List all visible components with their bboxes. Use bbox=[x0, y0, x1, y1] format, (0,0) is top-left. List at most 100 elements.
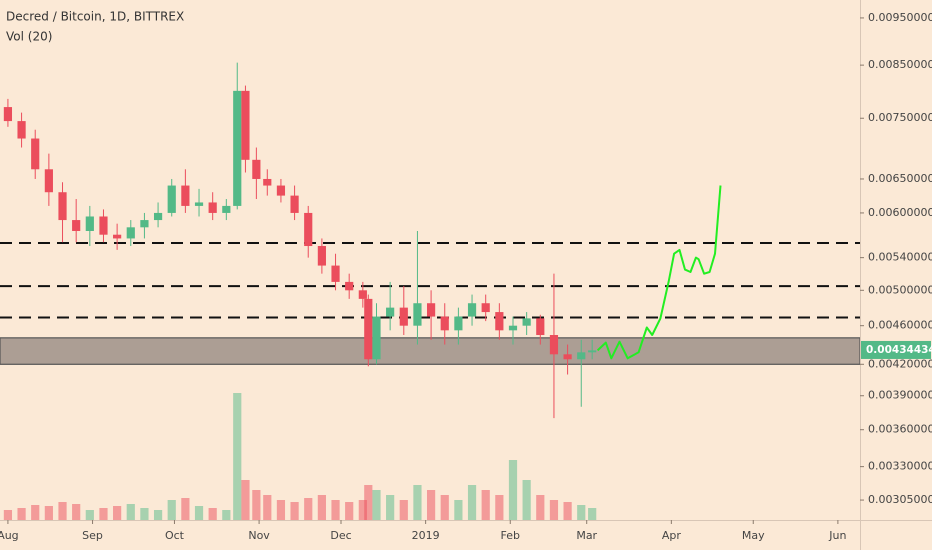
candle-body bbox=[577, 352, 586, 360]
x-tick-label: 2019 bbox=[412, 529, 440, 542]
volume-label: Vol (20) bbox=[6, 30, 52, 44]
volume-bar bbox=[153, 510, 163, 520]
candle-body bbox=[399, 307, 408, 326]
candle-body bbox=[345, 281, 354, 291]
candle-body bbox=[252, 159, 261, 179]
x-tick-label: Aug bbox=[0, 529, 19, 542]
y-tick-label: 0.00500000 bbox=[868, 283, 932, 296]
y-tick-label: 0.00540000 bbox=[868, 251, 932, 264]
y-tick-label: 0.00650000 bbox=[868, 172, 932, 185]
x-tick-label: Feb bbox=[501, 529, 520, 542]
volume-bar bbox=[386, 495, 395, 520]
candle-body bbox=[549, 335, 559, 355]
volume-bar bbox=[252, 490, 261, 520]
volume-bar bbox=[276, 500, 286, 520]
candle-body bbox=[317, 246, 326, 266]
y-tick-label: 0.00750000 bbox=[868, 111, 932, 124]
candle-body bbox=[167, 185, 176, 213]
candle-body bbox=[194, 202, 204, 206]
candle-body bbox=[181, 185, 190, 206]
candle-body bbox=[31, 138, 40, 170]
x-tick-label: Nov bbox=[248, 529, 270, 542]
candle-body bbox=[536, 318, 545, 336]
volume-bar bbox=[263, 495, 272, 520]
y-tick-label: 0.00390000 bbox=[868, 389, 932, 402]
plot-area bbox=[0, 62, 860, 520]
candle-body bbox=[481, 303, 490, 313]
y-tick-label: 0.00305000 bbox=[868, 493, 932, 506]
volume-bar bbox=[304, 498, 313, 520]
y-tick-label: 0.00360000 bbox=[868, 423, 932, 436]
last-price-label: 0.00434434 bbox=[866, 344, 932, 356]
candle-body bbox=[331, 265, 340, 282]
candle-body bbox=[358, 290, 367, 299]
volume-bar bbox=[17, 508, 26, 520]
candle-body bbox=[44, 169, 53, 193]
volume-bar bbox=[167, 500, 176, 520]
volume-bar bbox=[99, 508, 108, 520]
candle-body bbox=[17, 121, 26, 139]
volume-bar bbox=[522, 480, 531, 520]
candle-body bbox=[99, 216, 108, 235]
volume-bar bbox=[495, 495, 504, 520]
candle-body bbox=[276, 185, 286, 196]
candle-body bbox=[304, 212, 313, 247]
volume-bar bbox=[467, 485, 477, 520]
candle-body bbox=[153, 212, 163, 221]
candle-body bbox=[222, 205, 231, 213]
volume-bar bbox=[331, 500, 340, 520]
volume-bar bbox=[588, 508, 597, 520]
volume-bar bbox=[58, 502, 67, 520]
candle-body bbox=[140, 220, 149, 228]
y-tick-label: 0.00330000 bbox=[868, 460, 932, 473]
candle-body bbox=[495, 312, 504, 331]
candle-body bbox=[3, 107, 13, 122]
x-tick-label: Mar bbox=[576, 529, 597, 542]
projection-line bbox=[596, 185, 722, 360]
volume-bar bbox=[481, 490, 490, 520]
volume-bar bbox=[241, 480, 250, 520]
candle-body bbox=[372, 316, 381, 360]
last-price-tag bbox=[861, 340, 931, 359]
candle-body bbox=[563, 354, 572, 360]
x-tick-label: May bbox=[742, 529, 765, 542]
volume-bar bbox=[413, 485, 422, 520]
x-tick-label: Apr bbox=[662, 529, 682, 542]
y-tick-label: 0.00950000 bbox=[868, 11, 932, 24]
volume-bar bbox=[364, 485, 373, 520]
candle-body bbox=[522, 318, 531, 326]
volume-bar bbox=[194, 506, 204, 520]
y-tick-label: 0.00850000 bbox=[868, 58, 932, 71]
y-tick-label: 0.00460000 bbox=[868, 319, 932, 332]
volume-bar bbox=[345, 502, 354, 520]
candle-body bbox=[290, 195, 299, 213]
candle-body bbox=[58, 192, 67, 221]
volume-bar bbox=[426, 490, 436, 520]
volume-bar bbox=[563, 502, 572, 520]
volume-bar bbox=[440, 495, 449, 520]
candle-body bbox=[413, 303, 422, 326]
candle-body bbox=[426, 303, 436, 317]
volume-bar bbox=[113, 506, 122, 520]
candle-body bbox=[241, 90, 250, 160]
candle-body bbox=[233, 90, 242, 206]
candle-body bbox=[508, 325, 518, 331]
candle-body bbox=[72, 220, 81, 231]
volume-bar bbox=[140, 508, 149, 520]
candle-body bbox=[263, 178, 272, 186]
volume-bar bbox=[181, 498, 190, 520]
x-tick-label: Sep bbox=[82, 529, 103, 542]
volume-bar bbox=[31, 505, 40, 520]
x-tick-label: Dec bbox=[330, 529, 351, 542]
volume-bar bbox=[577, 505, 586, 520]
candle-body bbox=[386, 307, 395, 317]
volume-bar bbox=[3, 510, 13, 520]
y-tick-label: 0.00420000 bbox=[868, 357, 932, 370]
volume-bar bbox=[290, 502, 299, 520]
volume-bar bbox=[85, 510, 94, 520]
y-tick-label: 0.00600000 bbox=[868, 206, 932, 219]
volume-bar bbox=[549, 500, 559, 520]
volume-bar bbox=[399, 500, 408, 520]
